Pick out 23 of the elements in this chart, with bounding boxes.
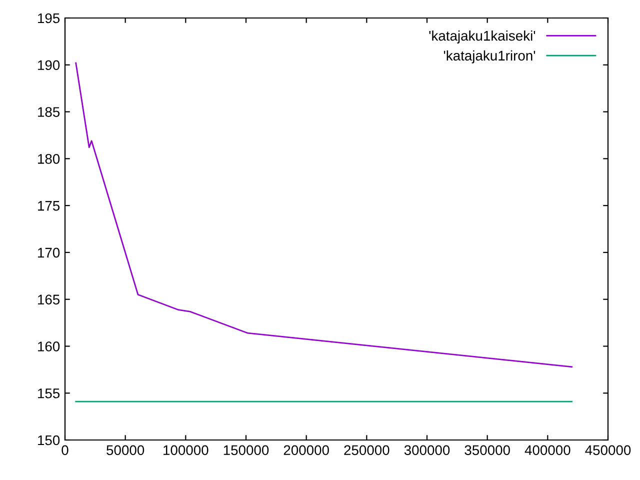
y-tick-label: 180 xyxy=(38,154,60,164)
legend-label: 'katajaku1riron' xyxy=(444,50,536,64)
y-tick-label: 150 xyxy=(38,435,60,446)
line-series xyxy=(75,62,572,368)
x-tick-label: 200000 xyxy=(284,445,329,456)
x-tick-label: 0 xyxy=(62,445,68,456)
y-tick-label: 195 xyxy=(38,13,60,24)
x-tick-label: 100000 xyxy=(164,445,208,456)
x-tick-label: 150000 xyxy=(224,445,269,456)
x-tick-label: 400000 xyxy=(524,445,570,456)
y-tick-label: 165 xyxy=(38,294,60,305)
x-tick-label: 450000 xyxy=(585,445,631,456)
legend-label: 'katajaku1kaiseki' xyxy=(429,30,536,44)
y-tick-label: 185 xyxy=(38,107,60,117)
y-tick-label: 175 xyxy=(38,201,60,211)
y-tick-label: 190 xyxy=(38,60,60,70)
y-tick-label: 170 xyxy=(38,248,60,258)
x-tick-label: 350000 xyxy=(464,445,510,456)
x-tick-label: 250000 xyxy=(344,445,390,456)
x-tick-label: 50000 xyxy=(106,445,144,456)
y-tick-label: 160 xyxy=(38,342,60,352)
x-tick-label: 300000 xyxy=(404,445,450,456)
y-tick-label: 155 xyxy=(38,388,60,398)
